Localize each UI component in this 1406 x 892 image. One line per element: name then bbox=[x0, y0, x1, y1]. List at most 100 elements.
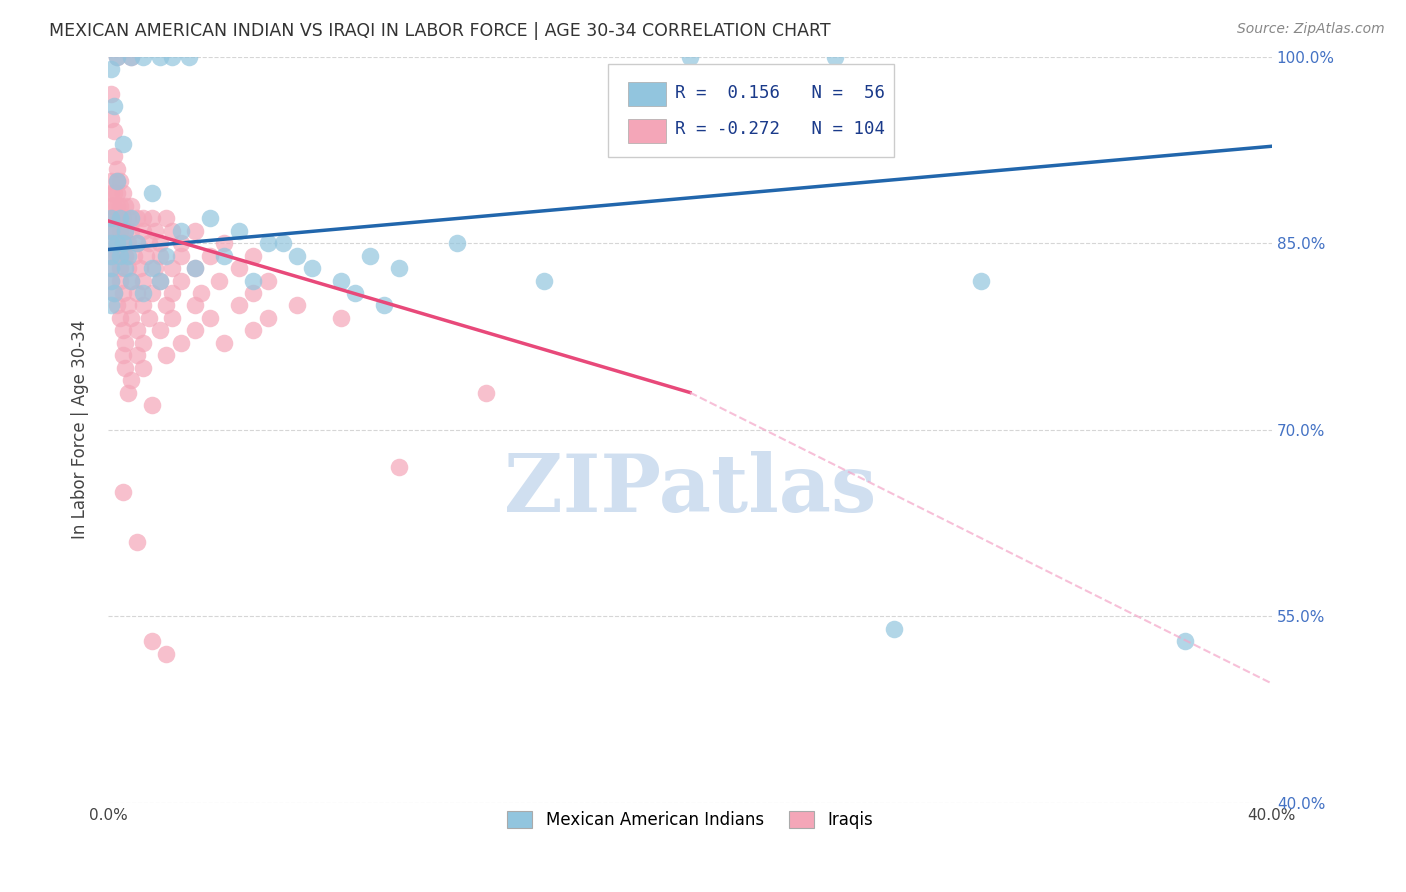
Point bbox=[149, 249, 172, 263]
Point bbox=[344, 285, 367, 300]
Point bbox=[257, 310, 280, 325]
Point bbox=[111, 323, 134, 337]
Point bbox=[122, 249, 145, 263]
Point bbox=[160, 285, 183, 300]
Point bbox=[105, 199, 128, 213]
Point bbox=[329, 310, 352, 325]
Text: ZIPatlas: ZIPatlas bbox=[503, 450, 876, 529]
Point bbox=[149, 274, 172, 288]
Point bbox=[111, 186, 134, 201]
Point bbox=[100, 174, 122, 188]
Point bbox=[149, 323, 172, 337]
Point bbox=[103, 224, 125, 238]
Point bbox=[170, 274, 193, 288]
Point bbox=[100, 211, 122, 226]
Point bbox=[127, 285, 149, 300]
Point bbox=[105, 249, 128, 263]
Y-axis label: In Labor Force | Age 30-34: In Labor Force | Age 30-34 bbox=[72, 320, 89, 540]
Point bbox=[114, 249, 136, 263]
Point bbox=[114, 224, 136, 238]
Point bbox=[198, 249, 221, 263]
Point bbox=[111, 485, 134, 500]
Point bbox=[108, 249, 131, 263]
Point bbox=[190, 285, 212, 300]
Point bbox=[108, 261, 131, 276]
Point bbox=[108, 199, 131, 213]
Point bbox=[184, 323, 207, 337]
Point bbox=[111, 136, 134, 151]
Point bbox=[120, 274, 142, 288]
Text: R = -0.272   N = 104: R = -0.272 N = 104 bbox=[675, 120, 884, 138]
Point bbox=[129, 261, 152, 276]
Point bbox=[184, 224, 207, 238]
Point bbox=[155, 211, 177, 226]
Point bbox=[111, 285, 134, 300]
Point bbox=[120, 199, 142, 213]
Point bbox=[143, 224, 166, 238]
Point bbox=[132, 298, 155, 312]
Point bbox=[100, 62, 122, 76]
Point bbox=[100, 211, 122, 226]
Point bbox=[108, 224, 131, 238]
Point bbox=[105, 211, 128, 226]
Point bbox=[138, 236, 160, 251]
FancyBboxPatch shape bbox=[628, 119, 665, 143]
Point bbox=[271, 236, 294, 251]
Point bbox=[105, 50, 128, 64]
Point bbox=[198, 310, 221, 325]
Point bbox=[373, 298, 395, 312]
Point bbox=[127, 348, 149, 362]
Point bbox=[120, 274, 142, 288]
Point bbox=[214, 335, 236, 350]
Point bbox=[105, 236, 128, 251]
Point bbox=[105, 236, 128, 251]
Point bbox=[120, 50, 142, 64]
Point bbox=[228, 261, 250, 276]
Point bbox=[170, 335, 193, 350]
Point bbox=[132, 224, 155, 238]
Point bbox=[242, 274, 264, 288]
Point bbox=[114, 261, 136, 276]
Point bbox=[100, 87, 122, 101]
Point bbox=[228, 298, 250, 312]
Point bbox=[160, 50, 183, 64]
Point bbox=[100, 249, 122, 263]
Point bbox=[149, 50, 172, 64]
Point bbox=[198, 211, 221, 226]
Point bbox=[388, 261, 411, 276]
Point bbox=[103, 211, 125, 226]
Text: MEXICAN AMERICAN INDIAN VS IRAQI IN LABOR FORCE | AGE 30-34 CORRELATION CHART: MEXICAN AMERICAN INDIAN VS IRAQI IN LABO… bbox=[49, 22, 831, 40]
Point bbox=[120, 224, 142, 238]
Point bbox=[170, 224, 193, 238]
Point bbox=[100, 249, 122, 263]
Point bbox=[105, 161, 128, 176]
Point bbox=[285, 249, 308, 263]
Point bbox=[111, 236, 134, 251]
Point bbox=[108, 211, 131, 226]
Point bbox=[184, 298, 207, 312]
Point bbox=[135, 249, 157, 263]
Point bbox=[120, 211, 142, 226]
Point bbox=[242, 285, 264, 300]
Text: R =  0.156   N =  56: R = 0.156 N = 56 bbox=[675, 84, 884, 102]
Point bbox=[155, 647, 177, 661]
Point bbox=[127, 236, 149, 251]
FancyBboxPatch shape bbox=[628, 82, 665, 106]
Point bbox=[184, 261, 207, 276]
Point bbox=[141, 285, 163, 300]
Point bbox=[228, 224, 250, 238]
Point bbox=[170, 249, 193, 263]
Point bbox=[105, 174, 128, 188]
Point bbox=[114, 199, 136, 213]
Point bbox=[329, 274, 352, 288]
Point bbox=[155, 249, 177, 263]
Point bbox=[111, 236, 134, 251]
Point bbox=[100, 224, 122, 238]
Point bbox=[120, 373, 142, 387]
Point bbox=[103, 99, 125, 113]
Point bbox=[132, 360, 155, 375]
Legend: Mexican American Indians, Iraqis: Mexican American Indians, Iraqis bbox=[501, 805, 879, 836]
Point bbox=[100, 261, 122, 276]
Point bbox=[103, 186, 125, 201]
Point bbox=[100, 186, 122, 201]
